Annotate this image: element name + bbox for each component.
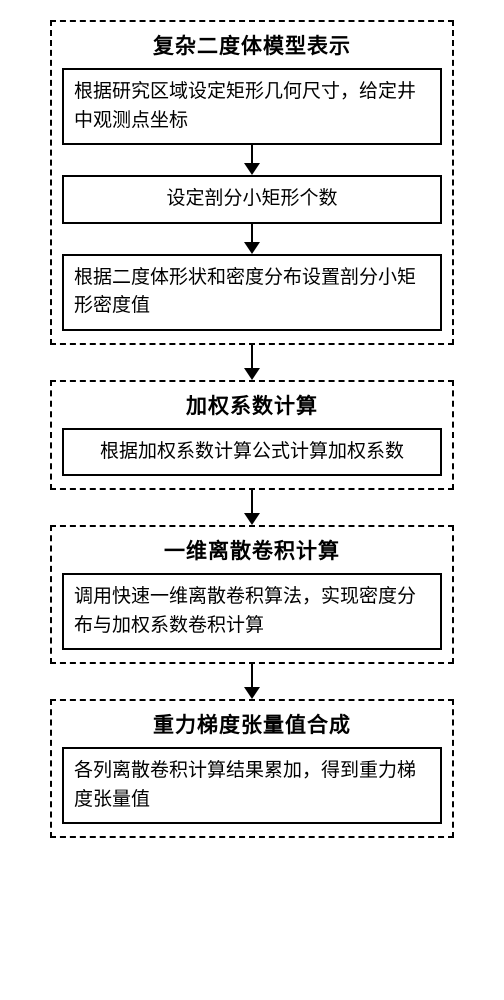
stage-4-title: 重力梯度张量值合成 — [153, 709, 351, 739]
stage-3: 一维离散卷积计算 调用快速一维离散卷积算法，实现密度分布与加权系数卷积计算 — [50, 525, 454, 664]
stage-1-box-2: 设定剖分小矩形个数 — [62, 175, 442, 224]
arrow-icon — [244, 345, 260, 380]
arrow-icon — [244, 664, 260, 699]
stage-4-box-1: 各列离散卷积计算结果累加，得到重力梯度张量值 — [62, 747, 442, 824]
stage-1-box-1: 根据研究区域设定矩形几何尺寸，给定井中观测点坐标 — [62, 68, 442, 145]
arrow-icon — [244, 145, 260, 175]
stage-2: 加权系数计算 根据加权系数计算公式计算加权系数 — [50, 380, 454, 491]
stage-1-title: 复杂二度体模型表示 — [153, 30, 351, 60]
arrow-icon — [244, 224, 260, 254]
stage-2-box-1: 根据加权系数计算公式计算加权系数 — [62, 428, 442, 477]
stage-4: 重力梯度张量值合成 各列离散卷积计算结果累加，得到重力梯度张量值 — [50, 699, 454, 838]
stage-2-title: 加权系数计算 — [186, 390, 318, 420]
stage-1: 复杂二度体模型表示 根据研究区域设定矩形几何尺寸，给定井中观测点坐标 设定剖分小… — [50, 20, 454, 345]
stage-1-box-3: 根据二度体形状和密度分布设置剖分小矩形密度值 — [62, 254, 442, 331]
arrow-icon — [244, 490, 260, 525]
stage-3-box-1: 调用快速一维离散卷积算法，实现密度分布与加权系数卷积计算 — [62, 573, 442, 650]
stage-3-title: 一维离散卷积计算 — [164, 535, 340, 565]
